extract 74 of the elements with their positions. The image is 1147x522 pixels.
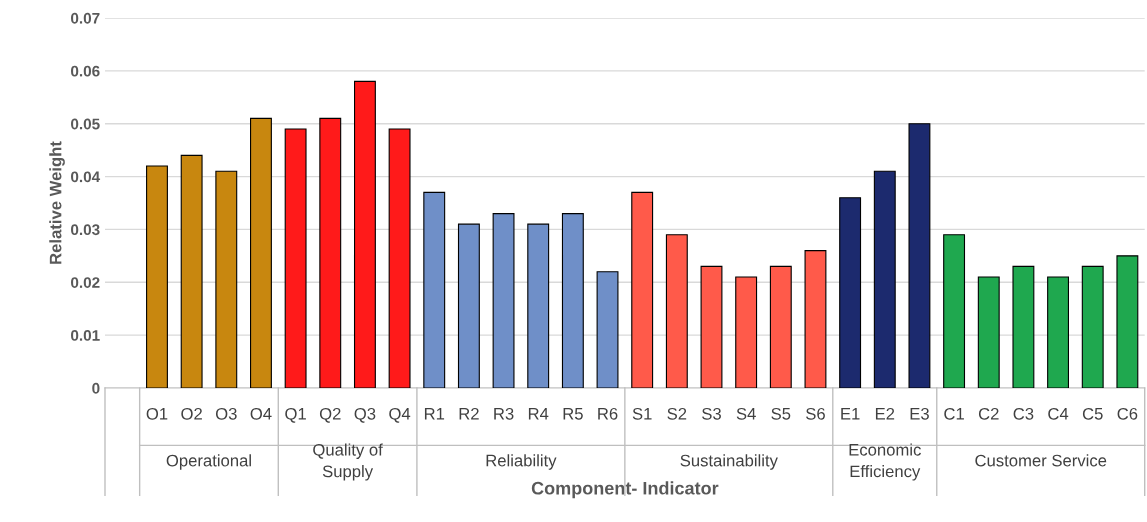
x-tick-label: O2	[181, 407, 202, 420]
bar	[457, 223, 480, 388]
x-tick-label: S2	[667, 407, 687, 420]
x-tick-label: S3	[702, 407, 721, 420]
bar	[769, 265, 792, 388]
bar	[735, 276, 758, 388]
bar	[319, 117, 342, 388]
x-tick-label: C5	[1082, 407, 1103, 420]
x-tick-label: R5	[563, 408, 583, 420]
x-tick-label: E1	[841, 408, 860, 420]
x-tick-label: O1	[146, 407, 168, 420]
x-tick-label: Q2	[319, 407, 341, 423]
x-tick-label: C4	[1048, 407, 1069, 420]
bar	[700, 265, 723, 388]
bar	[943, 234, 966, 388]
y-tick-label: 0.06	[71, 65, 100, 77]
bar	[527, 223, 550, 388]
x-tick-label: R4	[528, 408, 549, 420]
y-tick-label: 0.04	[71, 171, 101, 183]
bar	[839, 197, 862, 388]
x-tick-label: R1	[424, 408, 445, 420]
y-tick-label: 0.07	[71, 12, 100, 24]
x-tick-label: R3	[494, 407, 514, 420]
x-axis-title: Component- Indicator	[531, 481, 719, 499]
y-tick-label: 0	[92, 382, 100, 394]
x-tick-label: Q3	[354, 407, 376, 423]
bar	[561, 213, 584, 388]
bar	[1047, 276, 1070, 388]
bar	[146, 165, 168, 388]
bar	[180, 154, 203, 388]
x-tick-label: E2	[875, 407, 895, 420]
x-tick-label: S1	[632, 407, 652, 420]
bar	[804, 250, 827, 388]
bar	[284, 128, 307, 388]
y-tick-label: 0.02	[71, 277, 100, 288]
x-tick-label: C3	[1013, 407, 1034, 420]
y-tick-label: 0.05	[71, 118, 100, 130]
x-tick-label: O3	[215, 407, 237, 420]
x-tick-label: E3	[910, 407, 929, 420]
text: Economic Efficiency	[849, 443, 921, 481]
x-tick-label: S6	[806, 407, 825, 420]
x-tick-label: C2	[978, 407, 999, 420]
bar	[250, 117, 272, 388]
x-tick-label: S4	[736, 407, 756, 420]
bar	[631, 191, 654, 388]
x-tick-label: C6	[1117, 407, 1138, 420]
bar	[1012, 265, 1035, 388]
bar	[388, 128, 411, 388]
y-axis-title: Relative Weight	[49, 141, 65, 264]
x-tick-label: O4	[250, 407, 272, 420]
text: Reliability	[486, 454, 557, 470]
bar	[423, 191, 446, 388]
x-tick-label: Q1	[285, 407, 306, 423]
x-tick-label: S5	[771, 407, 791, 420]
bar	[977, 276, 1000, 388]
text: Operational	[166, 454, 251, 470]
bar	[873, 170, 896, 388]
bar	[353, 80, 376, 388]
x-tick-label: R2	[459, 407, 479, 420]
y-tick-label: 0.01	[71, 330, 100, 341]
bar	[1081, 265, 1104, 388]
bar	[215, 170, 238, 388]
x-tick-label: Q4	[389, 407, 411, 423]
y-tick-label: 0.03	[71, 224, 100, 236]
x-tick-label: C1	[944, 407, 964, 420]
text: Sustainability	[680, 454, 778, 470]
bar	[492, 213, 515, 388]
text: Quality of Supply	[313, 443, 383, 481]
bar	[596, 271, 619, 388]
x-tick-label: R6	[598, 407, 618, 420]
text: Customer Service	[975, 454, 1107, 467]
bar	[665, 234, 688, 388]
bar	[1116, 255, 1139, 388]
bar	[908, 123, 931, 388]
